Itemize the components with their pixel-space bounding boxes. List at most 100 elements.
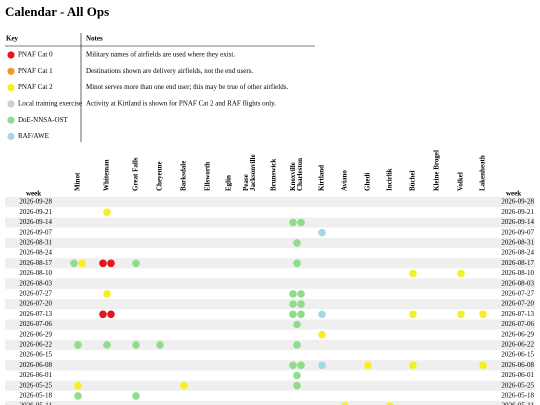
row-band [5, 401, 535, 405]
week-label: 2026-08-31 [501, 239, 534, 247]
event-dot [107, 259, 115, 268]
column-header: Minot [74, 172, 82, 191]
week-header: week [506, 190, 521, 198]
week-label: 2026-09-21 [19, 208, 52, 216]
event-dot [103, 208, 111, 217]
event-dot [132, 392, 140, 400]
key-swatch [7, 116, 15, 124]
week-label: 2026-06-22 [501, 341, 534, 349]
key-label: PNAF Cat 0 [18, 51, 53, 59]
week-label: 2026-07-06 [501, 320, 534, 328]
event-dot [289, 290, 297, 298]
week-label: 2026-07-06 [19, 320, 52, 328]
event-dot [293, 371, 301, 380]
week-label: 2026-07-27 [501, 290, 534, 298]
event-dot [289, 361, 297, 370]
event-dot [293, 259, 301, 268]
event-dot [409, 361, 417, 370]
row-band [5, 339, 535, 350]
week-label: 2026-06-01 [501, 371, 534, 379]
event-dot [457, 269, 465, 278]
row-band [5, 217, 535, 228]
column-header: Jacksonville [249, 154, 257, 191]
event-dot [297, 310, 305, 319]
week-label: 2026-06-15 [501, 351, 534, 359]
event-dot [132, 341, 140, 349]
event-dot [293, 341, 301, 349]
column-header: Brunswick [270, 159, 278, 191]
key-label: RAF/AWE [18, 132, 49, 140]
week-label: 2026-05-25 [19, 381, 52, 389]
week-label: 2026-08-24 [501, 249, 534, 257]
row-band [5, 360, 535, 371]
key-swatch [7, 132, 15, 141]
week-label: 2026-07-20 [19, 300, 52, 308]
event-dot [409, 310, 417, 319]
week-label: 2026-08-10 [501, 269, 534, 277]
week-label: 2026-09-07 [501, 228, 534, 236]
note-line: Activity at Kirtland is shown for PNAF C… [86, 100, 276, 108]
event-dot [457, 310, 465, 319]
row-band [5, 319, 535, 330]
week-label: 2026-06-15 [19, 351, 52, 359]
column-header: Whiteman [103, 159, 111, 191]
event-dot [318, 361, 326, 370]
row-band [5, 258, 535, 269]
column-header: Great Falls [132, 157, 140, 191]
event-dot [318, 310, 326, 319]
row-band [5, 380, 535, 391]
row-band [5, 197, 535, 208]
event-dot [289, 300, 297, 308]
week-label: 2026-05-18 [19, 392, 52, 400]
key-swatch [7, 67, 15, 75]
note-line: Military names of airfields are used whe… [86, 51, 235, 59]
event-dot [180, 381, 188, 390]
week-label: 2026-09-14 [501, 218, 534, 226]
column-header: Büchel [409, 170, 417, 191]
event-dot [156, 341, 164, 349]
event-dot [74, 341, 82, 349]
key-label: PNAF Cat 2 [18, 83, 53, 91]
event-dot [386, 402, 394, 405]
event-dot [103, 290, 111, 298]
week-label: 2026-06-22 [19, 341, 52, 349]
event-dot [99, 259, 107, 268]
event-dot [132, 259, 140, 268]
event-dot [99, 310, 107, 319]
week-label: 2026-07-13 [501, 310, 534, 318]
key-label: PNAF Cat 1 [18, 67, 53, 75]
key-swatch [7, 51, 15, 59]
event-dot [479, 310, 487, 319]
week-label: 2026-09-07 [19, 228, 52, 236]
week-label: 2026-07-13 [19, 310, 52, 318]
row-band [5, 237, 535, 248]
week-label: 2026-07-20 [501, 300, 534, 308]
week-label: 2026-05-18 [501, 392, 534, 400]
column-header: Pease [242, 174, 250, 191]
event-dot [70, 259, 78, 268]
notes-header: Notes [86, 35, 103, 43]
week-label: 2026-06-08 [19, 361, 52, 369]
event-dot [297, 361, 305, 370]
column-header: Lakenheath [479, 155, 487, 191]
column-header: Ghedi [364, 173, 372, 191]
week-label: 2026-09-21 [501, 208, 534, 216]
column-header: Charleston [296, 158, 304, 191]
week-label: 2026-06-29 [19, 330, 52, 338]
column-header: Eglin [225, 175, 233, 191]
page-title: Calendar - All Ops [5, 4, 109, 19]
event-dot [293, 320, 301, 329]
event-dot [479, 361, 487, 370]
week-label: 2026-05-25 [501, 381, 534, 389]
week-label: 2026-08-03 [501, 279, 534, 287]
event-dot [318, 228, 326, 237]
event-dot [74, 381, 82, 390]
column-header: Ellsworth [204, 162, 212, 191]
event-dot [297, 300, 305, 308]
week-label: 2026-08-03 [19, 279, 52, 287]
note-line: Destinations shown are delivery airfield… [86, 67, 253, 75]
event-dot [341, 402, 349, 405]
event-dot [318, 330, 326, 339]
row-band [5, 299, 535, 310]
key-label: Local training exercise [18, 100, 82, 108]
